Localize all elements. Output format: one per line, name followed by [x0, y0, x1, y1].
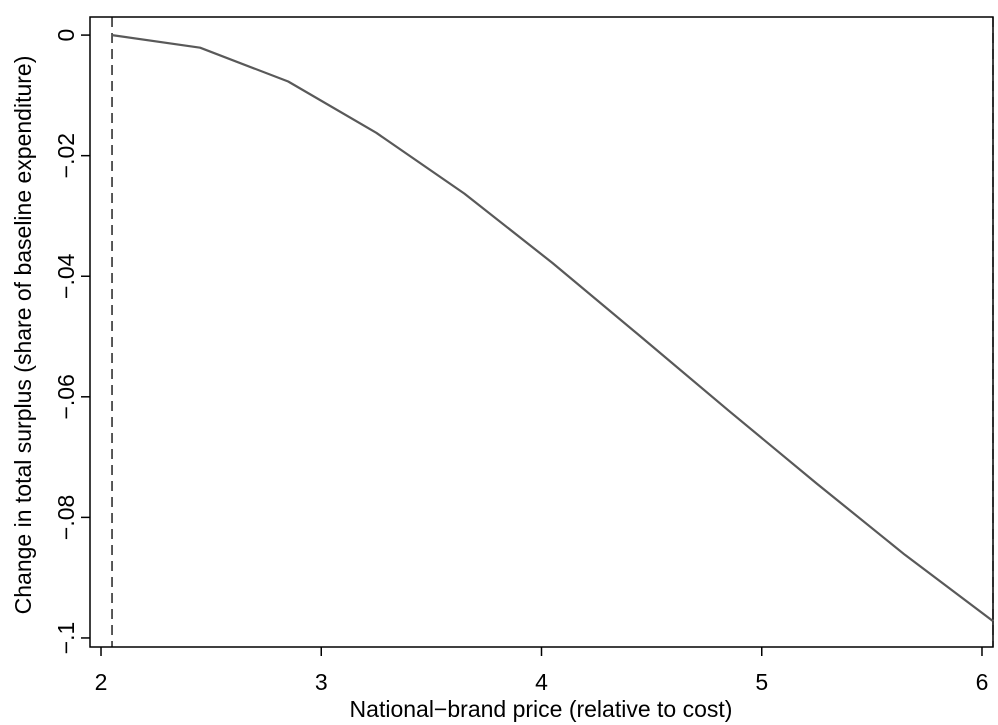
series-layer [111, 34, 994, 622]
y-axis-label: Change in total surplus (share of baseli… [10, 56, 36, 615]
x-axis: 2 3 4 5 6 [95, 647, 989, 695]
x-tick-label: 5 [755, 669, 768, 695]
x-tick-label: 2 [95, 669, 108, 695]
series-line [111, 34, 994, 622]
plot-frame [89, 16, 994, 648]
x-tick-label: 6 [976, 669, 989, 695]
x-tick-label: 4 [535, 669, 548, 695]
y-tick-label: −.06 [53, 374, 79, 419]
x-axis-label: National−brand price (relative to cost) [350, 696, 733, 722]
reference-lines [111, 17, 994, 647]
x-tick-label: 3 [315, 669, 328, 695]
y-axis: 0 −.02 −.04 −.06 −.08 −.1 [53, 29, 90, 655]
y-tick-label: 0 [53, 29, 79, 42]
y-tick-label: −.02 [53, 133, 79, 178]
y-tick-label: −.1 [53, 622, 79, 655]
y-tick-label: −.04 [53, 253, 79, 299]
y-tick-label: −.08 [53, 495, 79, 540]
